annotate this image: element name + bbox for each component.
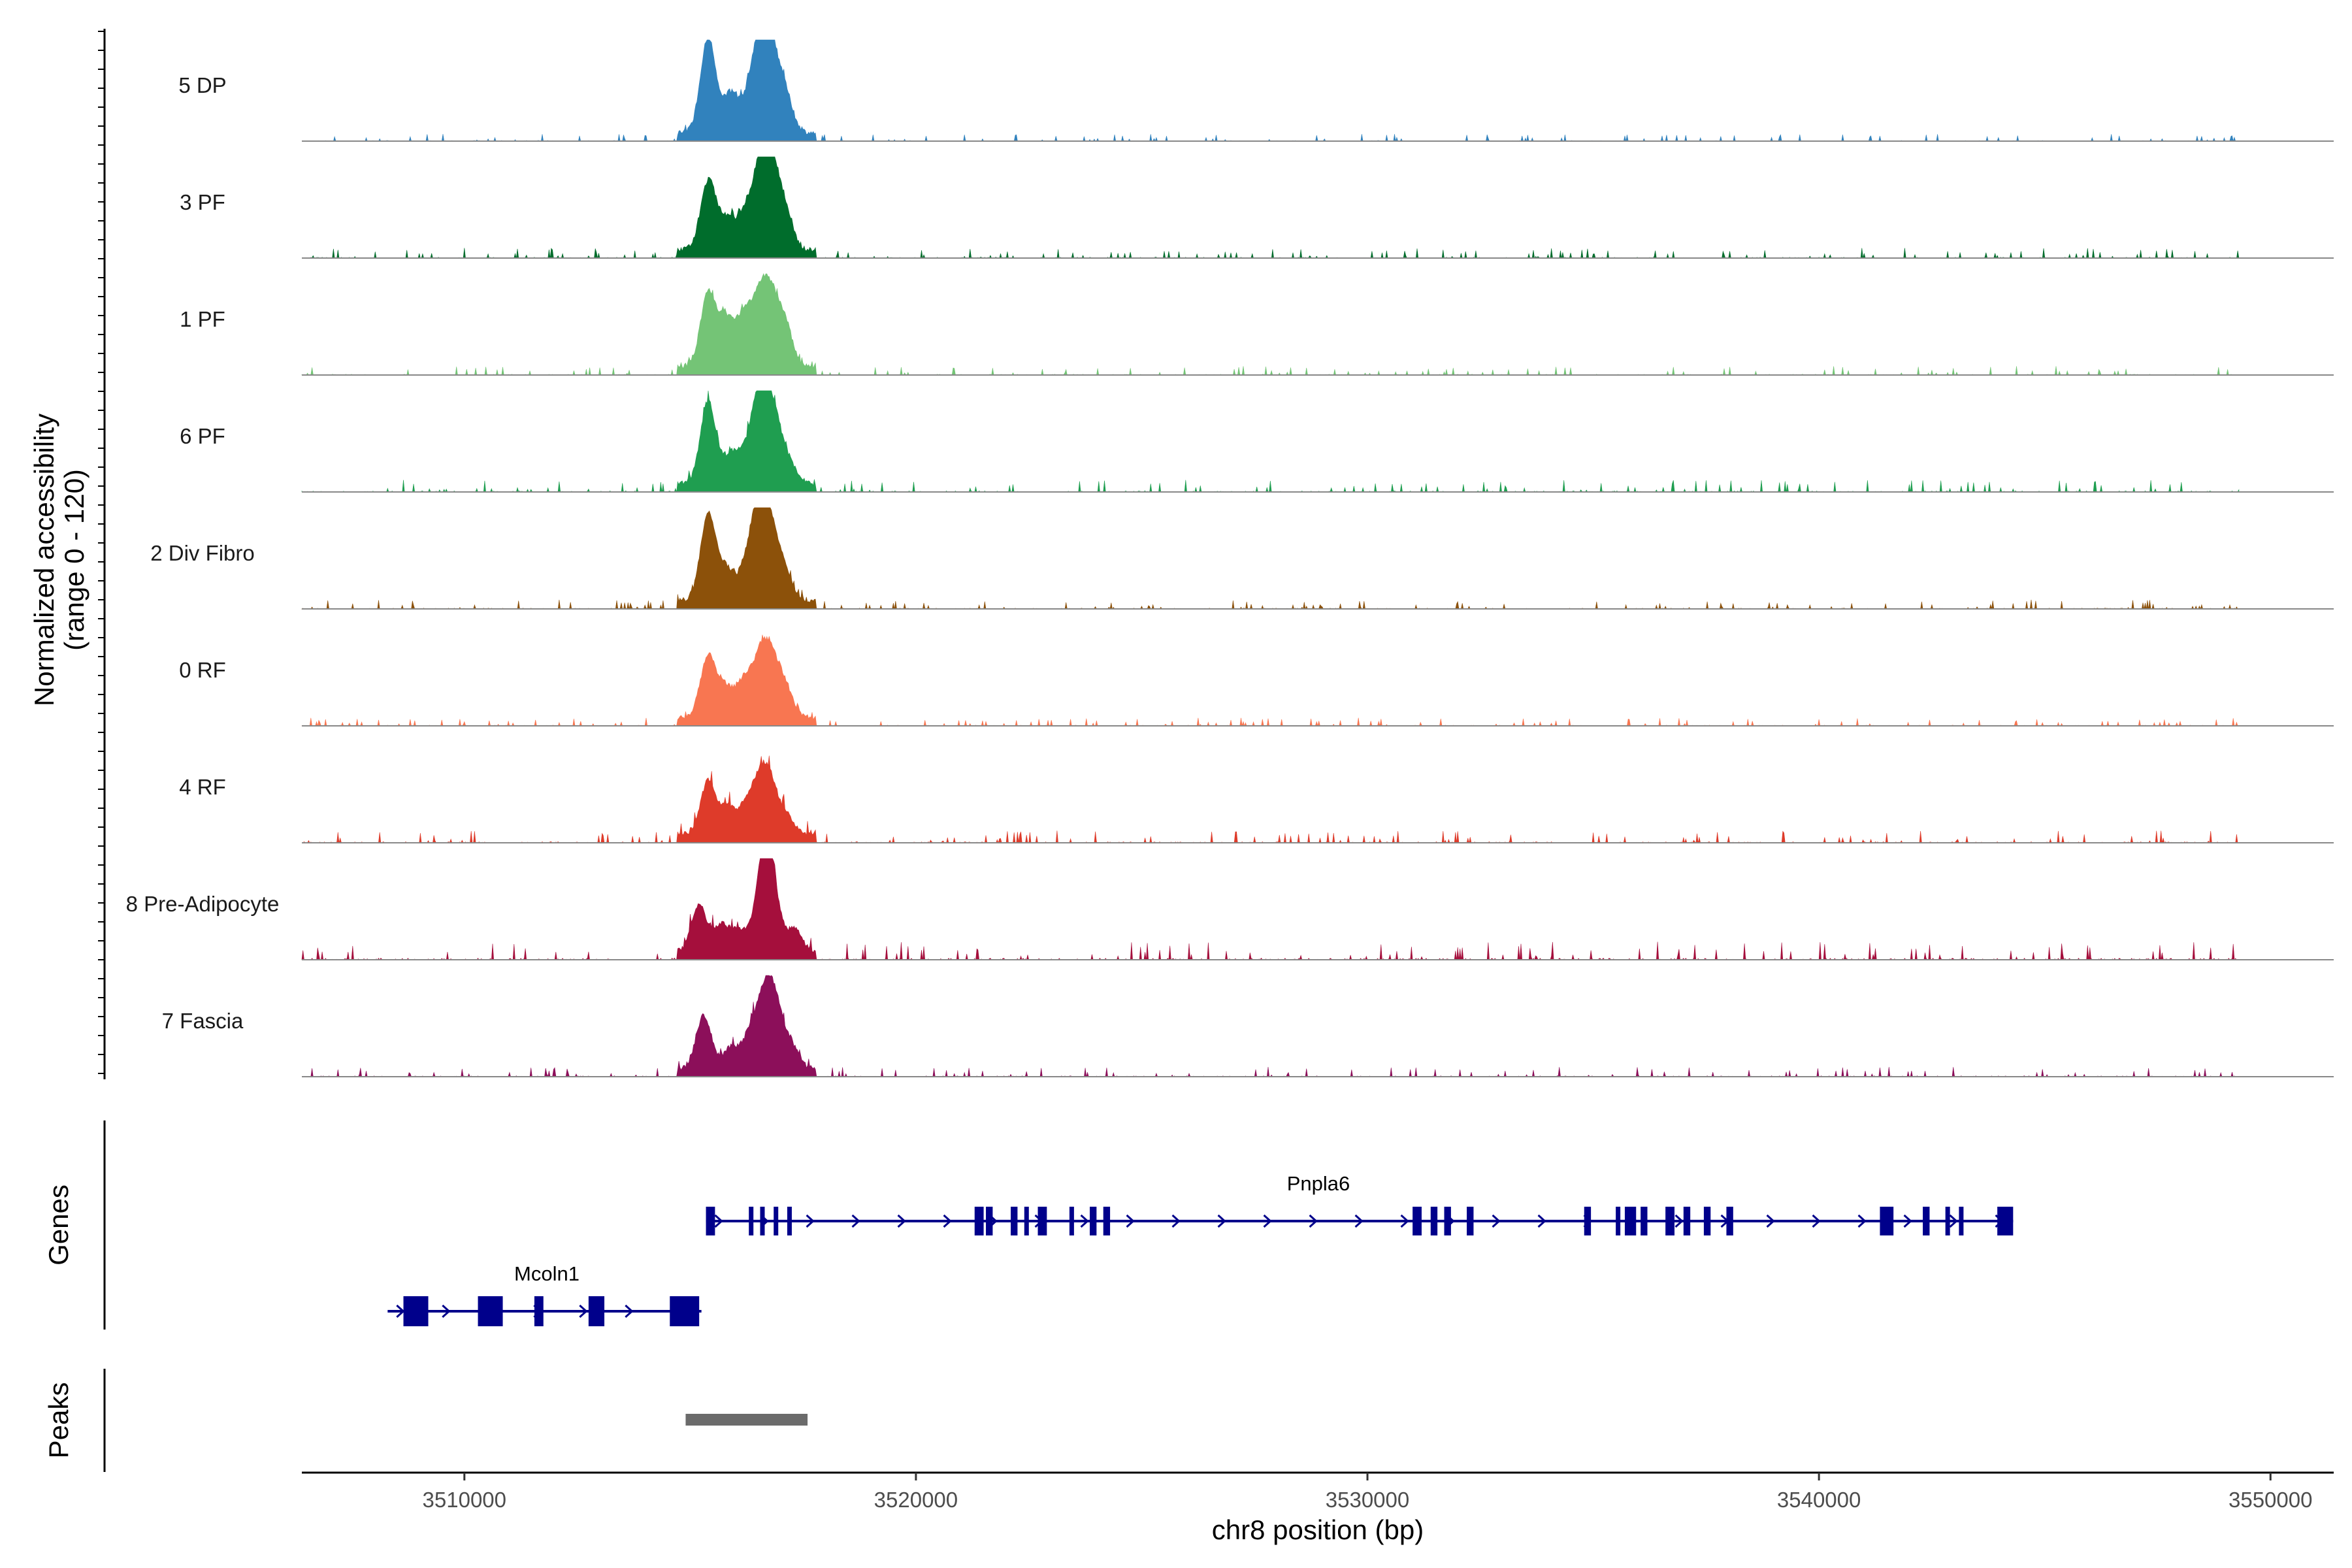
strand-arrow (1766, 1214, 1775, 1228)
coverage-area (301, 390, 2240, 493)
exon (1641, 1207, 1648, 1235)
gene-name: Mcoln1 (514, 1262, 580, 1285)
gene-name: Pnpla6 (1287, 1172, 1350, 1195)
track-label: 2 Div Fibro (150, 541, 255, 565)
genes-panel-label: Genes (43, 1184, 74, 1266)
exon (403, 1296, 429, 1326)
strand-arrow (851, 1214, 860, 1228)
exon (706, 1207, 715, 1235)
exon (1616, 1207, 1621, 1235)
peak-regions (685, 1414, 808, 1426)
strand-arrow (1171, 1214, 1181, 1228)
exon (986, 1207, 993, 1235)
strand-arrow (442, 1304, 451, 1318)
strand-arrow (625, 1304, 634, 1318)
strand-arrow (1263, 1214, 1272, 1228)
exon (1103, 1207, 1111, 1235)
strand-arrow (1857, 1214, 1867, 1228)
strand-arrow (1537, 1214, 1546, 1228)
strand-arrow (1903, 1214, 1912, 1228)
strand-arrow (1674, 1214, 1684, 1228)
exon (1011, 1207, 1018, 1235)
strand-arrow (1400, 1214, 1409, 1228)
strand-arrow (1812, 1214, 1821, 1228)
strand-arrow (714, 1214, 723, 1228)
track-label: 0 RF (179, 658, 226, 682)
track-label: 7 Fascia (162, 1009, 244, 1033)
x-tick-label: 3540000 (1777, 1488, 1861, 1512)
coverage-area (301, 858, 2239, 960)
exon (1703, 1207, 1711, 1235)
strand-arrow (1217, 1214, 1226, 1228)
coverage-tracks: 5 DP 3 PF 1 PF 6 PF 2 Div Fibro 0 RF 4 RF 8 Pre… (126, 39, 2334, 1077)
gene-annotations: Pnpla6 Mcoln1 (387, 1172, 2014, 1326)
strand-arrow (1080, 1214, 1089, 1228)
exon (787, 1207, 792, 1235)
peak-region-bar (685, 1414, 808, 1426)
strand-arrow (943, 1214, 952, 1228)
exon (760, 1207, 765, 1235)
x-tick-label: 3530000 (1326, 1488, 1409, 1512)
exon (1726, 1207, 1733, 1235)
strand-arrow (579, 1304, 588, 1318)
peaks-panel-label: Peaks (43, 1382, 74, 1459)
exon (1997, 1207, 2014, 1235)
strand-arrow (396, 1304, 405, 1318)
exon (749, 1207, 754, 1235)
coverage-area (301, 634, 2239, 727)
exon (1584, 1207, 1592, 1235)
track-label: 5 DP (178, 73, 226, 97)
exon (670, 1296, 700, 1326)
exon (478, 1296, 503, 1326)
coverage-axis-ticks (98, 31, 105, 1074)
exon (1089, 1207, 1097, 1235)
coverage-area (301, 507, 2239, 610)
x-tick-label: 3520000 (874, 1488, 958, 1512)
exon (1413, 1207, 1422, 1235)
strand-arrow (897, 1214, 906, 1228)
exon (1665, 1207, 1674, 1235)
coverage-area (302, 975, 2240, 1077)
y-axis-title-line1: Normalized accessibility (29, 414, 59, 706)
strand-arrow (806, 1214, 815, 1228)
track-label: 6 PF (180, 424, 225, 448)
track-label: 4 RF (179, 775, 226, 799)
exon (534, 1296, 544, 1326)
x-axis-title: chr8 position (bp) (1212, 1514, 1424, 1545)
exon (1069, 1207, 1074, 1235)
y-axis-title-line2: (range 0 - 120) (59, 469, 90, 651)
x-tick-label: 3510000 (423, 1488, 506, 1512)
exon (1037, 1207, 1047, 1235)
x-tick-label: 3550000 (2229, 1488, 2312, 1512)
exon (1467, 1207, 1474, 1235)
strand-arrow (1492, 1214, 1501, 1228)
strand-arrow (1126, 1214, 1135, 1228)
exon (1880, 1207, 1894, 1235)
coverage-area (301, 39, 2239, 142)
exon (1923, 1207, 1930, 1235)
strand-arrow (1949, 1214, 1958, 1228)
coverage-area (301, 273, 2240, 376)
strand-arrow (1354, 1214, 1364, 1228)
y-axis-title: Normalized accessibility (range 0 - 120) (29, 414, 90, 706)
track-label: 8 Pre-Adipocyte (126, 892, 280, 916)
exon (1024, 1207, 1029, 1235)
exon (1430, 1207, 1438, 1235)
exon (974, 1207, 984, 1235)
exon (1444, 1207, 1451, 1235)
track-label: 1 PF (180, 307, 225, 331)
exon (774, 1207, 779, 1235)
exon (588, 1296, 605, 1326)
coverage-area (302, 156, 2240, 259)
exon (1959, 1207, 1964, 1235)
track-label: 3 PF (180, 190, 225, 214)
x-axis-ticks: 3510000 3520000 3530000 3540000 3550000 (423, 1473, 2312, 1512)
exon (1624, 1207, 1637, 1235)
exon (1945, 1207, 1950, 1235)
coverage-area (302, 755, 2240, 844)
strand-arrow (1309, 1214, 1318, 1228)
exon (1683, 1207, 1691, 1235)
